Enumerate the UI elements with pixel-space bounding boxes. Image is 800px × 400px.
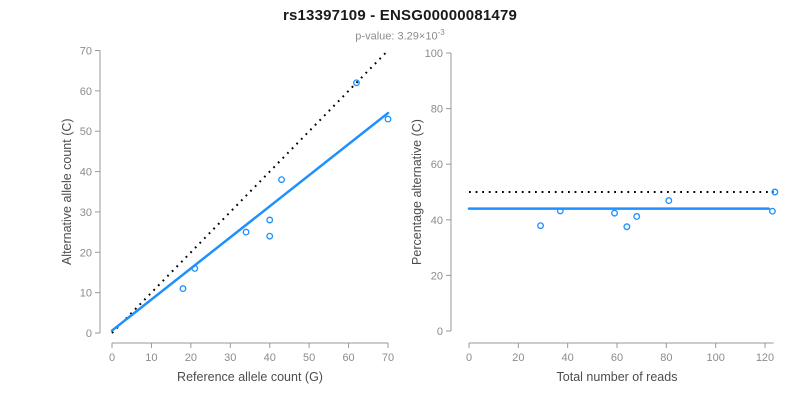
x-tick-label: 50: [303, 352, 315, 364]
data-point: [768, 207, 776, 215]
data-point: [179, 285, 187, 293]
y-tick-label: 0: [86, 328, 92, 340]
data-point: [266, 232, 274, 240]
data-point: [556, 207, 564, 215]
x-axis-title: Total number of reads: [557, 370, 678, 384]
p-value-subtitle: p-value: 3.29×10-3: [0, 28, 800, 43]
y-tick-label: 40: [80, 167, 92, 179]
percentage-scatter: 0 20 40 60 80 100 120 0 20 40 60 80 100 Total number …: [410, 48, 779, 384]
data-point: [771, 188, 779, 196]
y-tick-label: 60: [431, 159, 443, 171]
y-tick-label: 20: [80, 247, 92, 259]
x-tick-label: 120: [756, 352, 774, 364]
x-tick-label: 20: [185, 352, 197, 364]
y-tick-label: 60: [80, 86, 92, 98]
data-point: [537, 222, 544, 230]
allele-count-scatter: 0 10 20 30 40 50 60 70 0 10 20 30 40 50 60 70 Reference …: [60, 46, 394, 385]
x-tick-label: 0: [109, 352, 115, 364]
x-tick-label: 80: [660, 352, 672, 364]
data-point: [611, 209, 618, 217]
regression-line: [110, 111, 390, 332]
data-point: [266, 216, 274, 224]
y-tick-label: 30: [80, 207, 92, 219]
x-tick-label: 0: [466, 352, 472, 364]
x-tick-label: 60: [611, 352, 623, 364]
plot-title: rs13397109 - ENSG00000081479: [282, 7, 518, 24]
p-value-exponent: -3: [437, 28, 445, 37]
y-tick-label: 80: [431, 104, 443, 116]
x-tick-label: 10: [145, 352, 157, 364]
p-value-text: p-value: 3.29×10: [355, 30, 438, 43]
data-point: [384, 115, 392, 123]
data-point: [665, 197, 673, 205]
x-tick-label: 20: [512, 352, 524, 364]
y-tick-label: 10: [80, 288, 92, 300]
data-point: [633, 213, 641, 220]
data-point: [191, 264, 199, 272]
x-tick-label: 30: [224, 352, 236, 364]
y-tick-label: 20: [431, 270, 443, 282]
x-tick-label: 70: [382, 352, 394, 364]
data-point: [623, 223, 631, 231]
x-tick-label: 40: [264, 352, 276, 364]
x-tick-label: 100: [706, 352, 724, 364]
y-tick-label: 70: [80, 46, 92, 58]
y-tick-label: 40: [431, 215, 443, 227]
x-tick-label: 40: [562, 352, 574, 364]
x-tick-label: 60: [342, 352, 354, 364]
y-tick-label: 0: [437, 326, 443, 338]
plot-header: rs13397109 - ENSG00000081479 p-value: 3.…: [0, 0, 800, 43]
data-point: [242, 228, 250, 236]
x-axis-title: Reference allele count (G): [177, 370, 323, 384]
y-tick-label: 100: [425, 48, 443, 60]
y-tick-label: 50: [80, 126, 92, 138]
y-axis-title: Percentage alternative (C): [410, 119, 424, 265]
data-point: [278, 176, 285, 184]
data-point: [353, 79, 360, 87]
y-axis-title: Alternative allele count (C): [60, 118, 74, 265]
identity-line: [111, 49, 389, 334]
